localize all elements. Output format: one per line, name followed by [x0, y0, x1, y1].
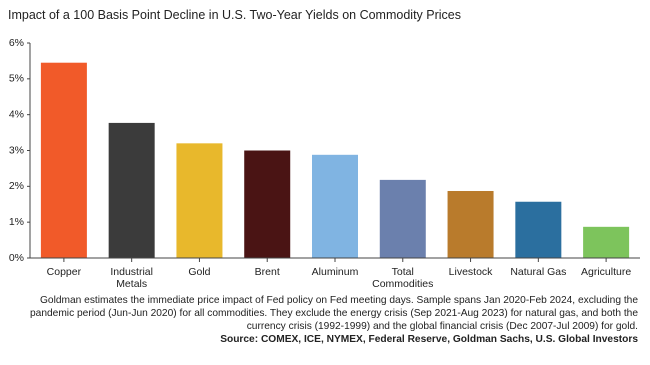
bar — [447, 190, 494, 258]
x-tick-label: Agriculture — [581, 266, 632, 278]
x-tick-label: Aluminum — [311, 266, 359, 278]
x-tick-label: Brent — [254, 266, 280, 278]
y-tick-label: 3% — [9, 144, 24, 156]
bar — [379, 179, 426, 258]
bar — [583, 226, 630, 258]
bar — [108, 122, 155, 259]
bar — [515, 201, 562, 258]
chart-source: Source: COMEX, ICE, NYMEX, Federal Reser… — [220, 334, 638, 345]
chart-note: Goldman estimates the immediate price im… — [29, 295, 638, 332]
x-tick-label: Total Commodities — [372, 266, 434, 290]
y-tick-label: 2% — [9, 180, 24, 192]
x-tick-label: Livestock — [448, 266, 493, 278]
bar — [244, 150, 291, 258]
x-tick-label: Natural Gas — [510, 266, 567, 278]
x-tick-label: Gold — [188, 266, 211, 278]
bar — [312, 154, 358, 258]
y-tick-label: 1% — [9, 216, 24, 228]
bar — [40, 62, 87, 259]
y-tick-label: 0% — [9, 252, 24, 264]
y-tick-label: 6% — [9, 37, 24, 49]
chart-title: Impact of a 100 Basis Point Decline in U… — [8, 8, 461, 22]
bar — [176, 143, 223, 258]
x-tick-label: Industrial Metals — [110, 266, 153, 290]
x-tick-label: Copper — [46, 266, 82, 278]
y-tick-label: 5% — [9, 73, 24, 85]
y-tick-label: 4% — [9, 108, 24, 120]
